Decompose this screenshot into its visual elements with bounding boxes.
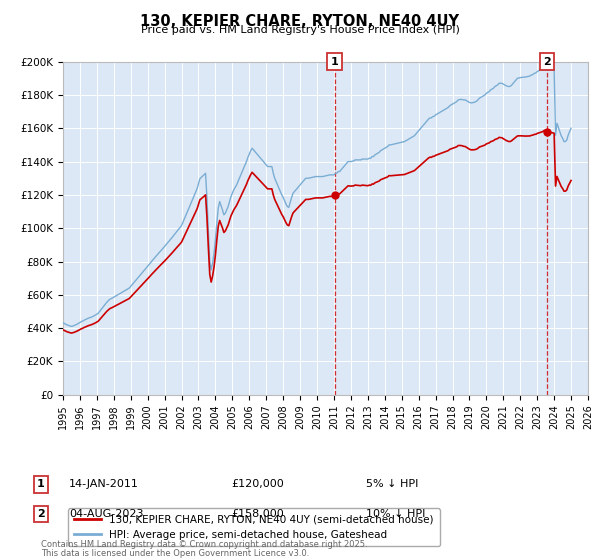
Legend: 130, KEPIER CHARE, RYTON, NE40 4UY (semi-detached house), HPI: Average price, se: 130, KEPIER CHARE, RYTON, NE40 4UY (semi… [68, 508, 440, 546]
Text: 5% ↓ HPI: 5% ↓ HPI [366, 479, 418, 489]
Text: This data is licensed under the Open Government Licence v3.0.: This data is licensed under the Open Gov… [41, 549, 309, 558]
Text: 1: 1 [331, 57, 338, 67]
Text: 1: 1 [37, 479, 44, 489]
Text: Contains HM Land Registry data © Crown copyright and database right 2025.: Contains HM Land Registry data © Crown c… [41, 540, 367, 549]
Text: Price paid vs. HM Land Registry's House Price Index (HPI): Price paid vs. HM Land Registry's House … [140, 25, 460, 35]
Text: £120,000: £120,000 [231, 479, 284, 489]
Text: 10% ↓ HPI: 10% ↓ HPI [366, 509, 425, 519]
Text: 2: 2 [37, 509, 44, 519]
Text: 04-AUG-2023: 04-AUG-2023 [69, 509, 143, 519]
Text: 2: 2 [544, 57, 551, 67]
Text: 14-JAN-2011: 14-JAN-2011 [69, 479, 139, 489]
Text: 130, KEPIER CHARE, RYTON, NE40 4UY: 130, KEPIER CHARE, RYTON, NE40 4UY [140, 14, 460, 29]
Text: £158,000: £158,000 [231, 509, 284, 519]
